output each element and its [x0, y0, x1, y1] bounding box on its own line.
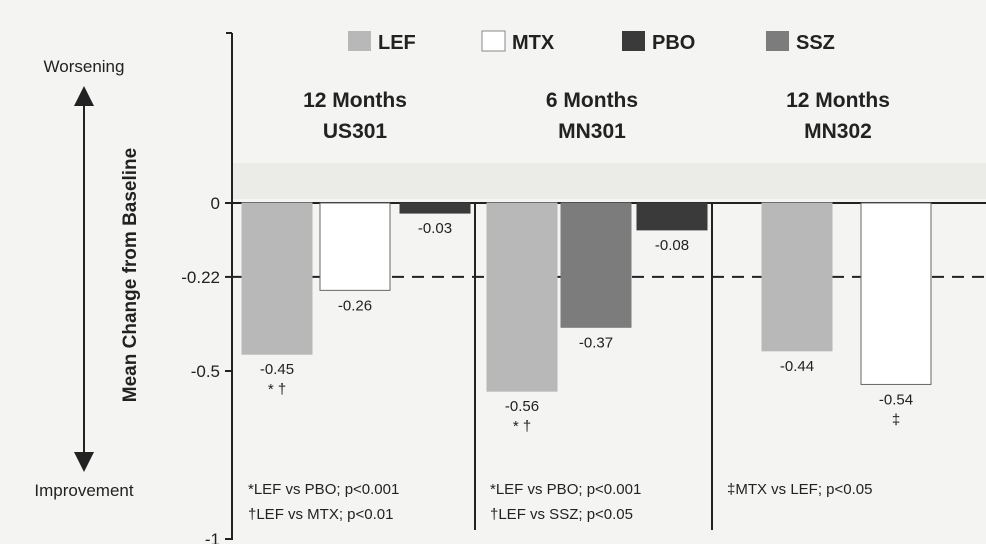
y-tick-label: 0: [211, 194, 220, 213]
group-title-line1: 12 Months: [303, 89, 407, 112]
bar-lef: [241, 202, 313, 355]
bar-pbo: [399, 202, 471, 214]
bar-ssz: [560, 202, 632, 328]
bar-value-label: -0.54: [879, 391, 913, 408]
group-footnote: †LEF vs MTX; p<0.01: [248, 506, 393, 523]
legend-label-mtx: MTX: [512, 32, 555, 54]
y-tick-label: -0.22: [181, 268, 220, 287]
bar-lef: [486, 202, 558, 392]
legend-label-lef: LEF: [378, 32, 416, 54]
group-footnote: ‡MTX vs LEF; p<0.05: [727, 481, 872, 498]
bar-value-label: -0.37: [579, 334, 613, 351]
group-title-line1: 6 Months: [546, 89, 638, 112]
bar-lef: [761, 202, 833, 352]
zero-band: [232, 163, 986, 199]
bar-value-label: -0.08: [655, 237, 689, 254]
y-axis-label: Mean Change from Baseline: [120, 148, 141, 402]
bar-significance-label: ‡: [892, 411, 900, 428]
group-footnote: *LEF vs PBO; p<0.001: [490, 481, 641, 498]
worsening-label: Worsening: [44, 57, 125, 76]
group-title-line2: MN301: [558, 120, 626, 143]
group-title-line2: MN302: [804, 120, 872, 143]
improvement-label: Improvement: [34, 481, 133, 500]
legend-swatch-mtx: [481, 30, 506, 52]
bar-significance-label: * †: [513, 418, 531, 435]
bar-value-label: -0.56: [505, 398, 539, 415]
bar-pbo: [636, 202, 708, 231]
group-title-line2: US301: [323, 120, 388, 143]
bar-mtx: [319, 202, 391, 291]
bar-value-label: -0.44: [780, 358, 814, 375]
group-footnote: *LEF vs PBO; p<0.001: [248, 481, 399, 498]
y-tick-label: -0.5: [191, 362, 220, 381]
group-footnote: †LEF vs SSZ; p<0.05: [490, 506, 633, 523]
legend-swatch-lef: [348, 31, 371, 51]
bar-mtx: [860, 202, 932, 385]
bar-value-label: -0.26: [338, 297, 372, 314]
legend-label-ssz: SSZ: [796, 32, 835, 54]
legend-swatch-ssz: [766, 31, 789, 51]
legend-label-pbo: PBO: [652, 32, 695, 54]
bar-value-label: -0.45: [260, 361, 294, 378]
y-tick-label: -1: [205, 530, 220, 544]
group-title-line1: 12 Months: [786, 89, 890, 112]
legend-swatch-pbo: [622, 31, 645, 51]
bar-value-label: -0.03: [418, 220, 452, 237]
bar-significance-label: * †: [268, 381, 286, 398]
